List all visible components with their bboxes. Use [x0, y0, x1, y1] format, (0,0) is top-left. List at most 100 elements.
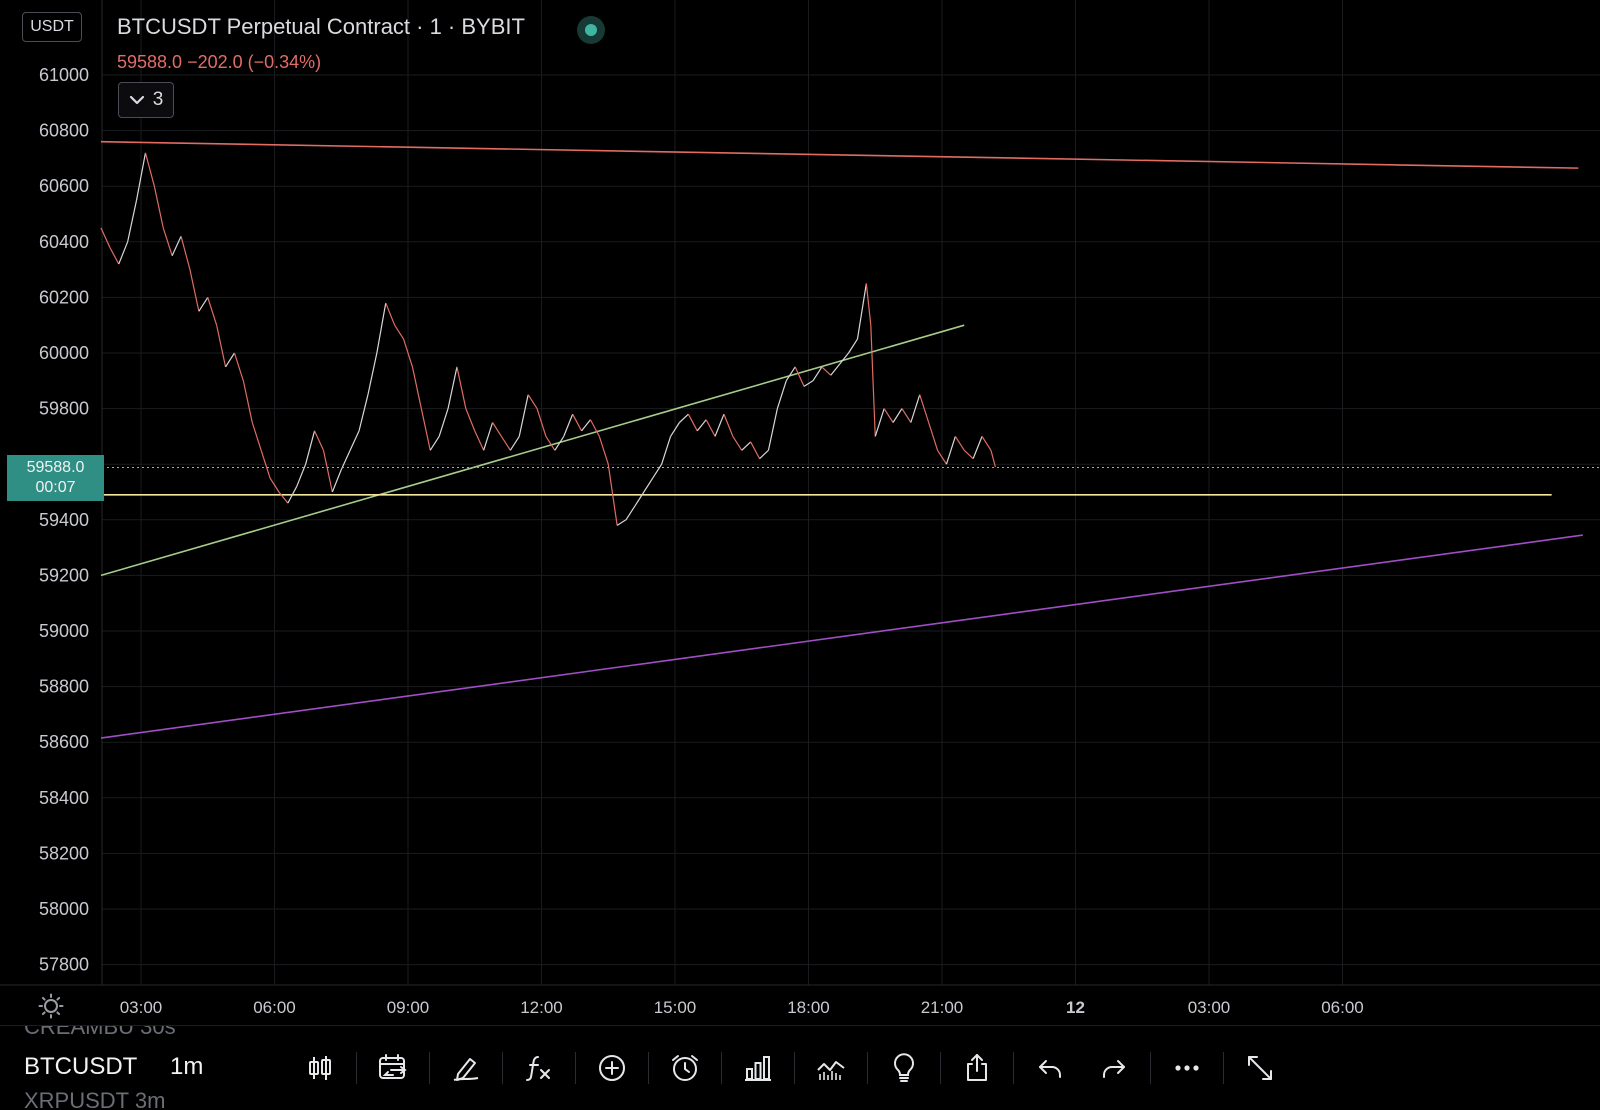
toolbar-divider	[429, 1052, 430, 1084]
price-segment	[180, 236, 191, 270]
time-tick-label: 06:00	[253, 998, 296, 1017]
bar-chart-icon	[745, 1056, 771, 1081]
toolbar-divider	[1223, 1052, 1224, 1084]
time-tick-label: 06:00	[1321, 998, 1364, 1017]
price-segment	[429, 436, 440, 451]
alarm-clock-icon	[672, 1055, 698, 1081]
ticker-picker-selected[interactable]: BTCUSDT	[24, 1053, 138, 1080]
price-segment	[741, 441, 752, 451]
price-segment	[545, 436, 556, 451]
fullscreen-icon	[1248, 1056, 1272, 1080]
price-segment	[910, 394, 921, 423]
alert-button[interactable]	[653, 1040, 717, 1096]
time-tick-label: 21:00	[921, 998, 964, 1017]
price-segment	[589, 419, 600, 437]
price-segment	[643, 477, 654, 493]
share-icon	[967, 1054, 987, 1081]
price-segment	[919, 394, 930, 423]
toolbar-divider	[867, 1052, 868, 1084]
price-tick-label: 61000	[39, 65, 89, 85]
price-tick-label: 58200	[39, 843, 89, 863]
idea-bulb-icon	[894, 1053, 914, 1082]
price-segment	[447, 366, 458, 409]
price-segment	[242, 380, 253, 423]
price-segment	[474, 430, 485, 451]
price-segment	[340, 450, 351, 471]
undo-button[interactable]	[1018, 1040, 1082, 1096]
price-segment	[598, 436, 609, 465]
bar-chart-button[interactable]	[726, 1040, 790, 1096]
price-segment	[581, 419, 591, 432]
price-segment	[679, 413, 689, 423]
chart-tools	[288, 1040, 1292, 1096]
price-segment	[483, 422, 494, 451]
price-segment	[492, 422, 502, 437]
price-segment	[251, 422, 262, 451]
ideas-button[interactable]	[872, 1040, 936, 1096]
toolbar-divider	[721, 1052, 722, 1084]
price-tick-label: 59800	[39, 399, 89, 419]
ticker-picker-prev[interactable]: CREAMBU 30s	[24, 1025, 176, 1039]
price-segment	[225, 352, 235, 368]
share-button[interactable]	[945, 1040, 1009, 1096]
trendline	[100, 324, 965, 577]
price-tick-label: 60600	[39, 176, 89, 196]
price-segment	[527, 394, 538, 409]
price-segment	[438, 408, 449, 437]
currency-badge[interactable]: USDT	[22, 12, 82, 42]
price-segment	[367, 352, 378, 395]
price-tick-label: 60000	[39, 343, 89, 363]
price-segment	[661, 436, 672, 465]
price-segment	[394, 324, 405, 340]
indicators-button[interactable]	[507, 1040, 571, 1096]
trendline	[100, 534, 1583, 739]
bar-countdown: 00:07	[35, 479, 76, 496]
symbol-title[interactable]: BTCUSDT Perpetual Contract · 1 · BYBIT	[117, 14, 525, 39]
price-segment	[518, 394, 529, 437]
candle-style-button[interactable]	[288, 1040, 352, 1096]
price-segment	[349, 430, 360, 451]
price-segment	[358, 394, 369, 431]
price-segment	[870, 325, 876, 437]
candle-style-icon	[309, 1056, 331, 1080]
more-icon	[1175, 1065, 1199, 1071]
price-tick-label: 58800	[39, 677, 89, 697]
date-range-button[interactable]	[361, 1040, 425, 1096]
price-segment	[928, 422, 939, 451]
price-chart[interactable]: 61000 60800 60600 60400 60200 60000 59800 59400…	[0, 0, 1600, 1025]
price-segment	[118, 241, 129, 265]
price-segment	[794, 366, 805, 387]
add-plus-icon	[599, 1055, 625, 1081]
add-button[interactable]	[580, 1040, 644, 1096]
price-segment	[625, 505, 636, 521]
interval-picker-selected[interactable]: 1m	[170, 1053, 204, 1080]
price-segment	[287, 486, 298, 504]
ticker-picker-next[interactable]: XRPUSDT 3m	[24, 1088, 166, 1110]
price-tick-label: 59200	[39, 565, 89, 585]
indicators-fx-icon	[526, 1056, 550, 1081]
price-segment	[171, 235, 182, 256]
price-segment	[331, 469, 342, 493]
indicators-toggle-button[interactable]: 3	[118, 82, 174, 118]
fullscreen-button[interactable]	[1228, 1040, 1292, 1096]
indicator-count: 3	[152, 89, 164, 110]
chart-area[interactable]: 61000 60800 60600 60400 60200 60000 59800 59400…	[0, 0, 1600, 1025]
price-segment	[848, 338, 858, 354]
price-segment	[696, 419, 707, 432]
price-segment	[972, 436, 983, 459]
price-segment	[402, 338, 414, 368]
price-segment	[509, 436, 520, 451]
price-segment	[812, 366, 823, 382]
redo-button[interactable]	[1082, 1040, 1146, 1096]
price-segment	[456, 366, 467, 409]
compare-button[interactable]	[799, 1040, 863, 1096]
price-segment	[830, 363, 841, 376]
draw-button[interactable]	[434, 1040, 498, 1096]
settings-sun-icon[interactable]	[38, 993, 64, 1019]
price-segment	[554, 436, 565, 451]
price-segment	[563, 413, 574, 437]
more-button[interactable]	[1155, 1040, 1219, 1096]
price-segment	[198, 297, 209, 312]
price-tick-label: 59000	[39, 621, 89, 641]
toolbar-divider	[356, 1052, 357, 1084]
